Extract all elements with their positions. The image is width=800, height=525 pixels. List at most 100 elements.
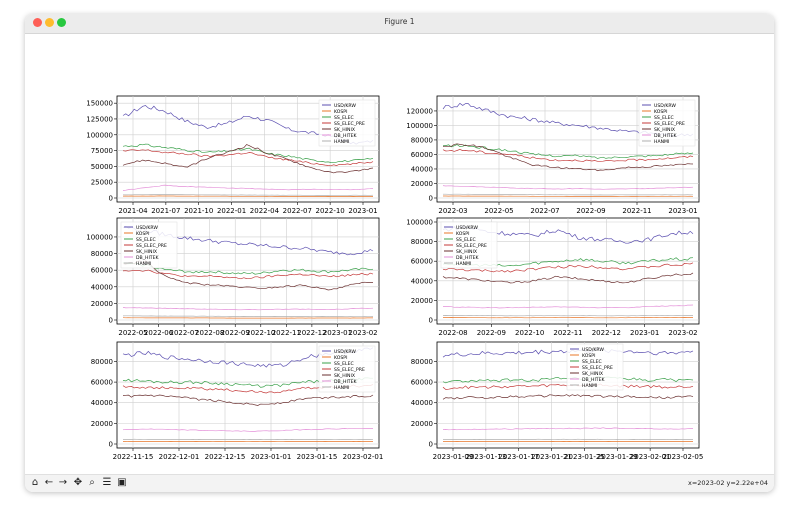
cursor-coordinates: x=2023-02 y=2.22e+04 (688, 479, 768, 487)
series-line-db-hitek (442, 304, 694, 309)
x-tick-label: 2022-09 (221, 329, 250, 337)
x-tick-label: 2022-10 (316, 207, 345, 215)
series-line-db-hitek (442, 185, 694, 190)
minimize-window-button[interactable] (45, 18, 54, 27)
legend-label: USD/KRW (334, 103, 356, 109)
arrow-right-icon: → (58, 477, 68, 488)
series-line-sk-hinix (442, 394, 694, 400)
series-line-ss-elec-pre (442, 149, 694, 162)
legend-label: HANMI (456, 261, 471, 267)
y-tick-label: 25000 (91, 179, 113, 187)
legend-label: SS_ELEC_PRE (654, 121, 685, 127)
x-tick-label: 2023-02-01 (630, 453, 671, 461)
series-line-db-hitek (122, 427, 373, 432)
series-line-sk-hinix (442, 272, 694, 284)
y-tick-label: 60000 (91, 379, 113, 387)
y-tick-label: 60000 (411, 379, 433, 387)
legend-label: DB_HITEK (136, 255, 160, 261)
move-icon: ✥ (73, 477, 83, 488)
y-tick-label: 40000 (91, 283, 113, 291)
x-tick-label: 2022-09 (576, 207, 605, 215)
x-tick-label: 2023-01-25 (564, 453, 605, 461)
series-line-ss-elec (122, 143, 374, 164)
y-tick-label: 20000 (411, 420, 433, 428)
x-tick-label: 2023-01-15 (297, 453, 338, 461)
x-tick-label: 2022-04 (250, 207, 280, 215)
y-tick-label: 100000 (86, 233, 113, 241)
navigation-toolbar: ⌂ ← → ✥ ⌕ ☰ ▣ x=2023-02 y=2.22e+04 (25, 474, 774, 492)
y-tick-label: 20000 (91, 420, 113, 428)
x-tick-label: 2021-10 (184, 207, 213, 215)
legend-label: SS_ELEC (654, 115, 674, 121)
legend-label: SK_HINIX (582, 371, 603, 377)
series-line-hanmi (442, 315, 694, 317)
legend-label: HANMI (136, 261, 151, 267)
legend-label: SS_ELEC (136, 237, 156, 243)
forward-button[interactable]: → (57, 477, 69, 489)
series-line-hanmi (122, 194, 374, 196)
y-tick-label: 0 (429, 441, 433, 449)
configure-button[interactable]: ☰ (101, 477, 113, 489)
legend-label: SK_HINIX (334, 373, 355, 379)
y-tick-label: 50000 (91, 163, 113, 171)
series-line-ss-elec-pre (122, 269, 374, 280)
magnifier-icon: ⌕ (89, 477, 95, 488)
y-tick-label: 40000 (411, 277, 433, 285)
series-line-ss-elec-pre (122, 149, 374, 167)
legend-label: USD/KRW (654, 103, 676, 109)
x-tick-label: 2022-08 (438, 329, 467, 337)
y-tick-label: 20000 (411, 297, 433, 305)
legend-label: HANMI (654, 139, 669, 145)
x-tick-label: 2022-11-15 (113, 453, 154, 461)
y-tick-label: 100000 (406, 122, 433, 130)
close-window-button[interactable] (33, 18, 42, 27)
legend-label: USD/KRW (456, 225, 478, 231)
x-tick-label: 2022-12-15 (205, 453, 246, 461)
legend-label: KOSPI (456, 231, 469, 237)
x-tick-label: 2022-12-01 (159, 453, 200, 461)
legend-label: DB_HITEK (334, 379, 358, 385)
x-tick-label: 2023-02 (348, 329, 377, 337)
y-tick-label: 80000 (411, 238, 433, 246)
arrow-left-icon: ← (44, 477, 54, 488)
x-tick-label: 2022-12 (592, 329, 621, 337)
x-tick-label: 2021-07 (151, 207, 180, 215)
legend-label: SS_ELEC_PRE (582, 365, 613, 371)
x-tick-label: 2023-02-01 (343, 453, 384, 461)
zoom-button[interactable]: ⌕ (86, 477, 98, 489)
y-tick-label: 0 (109, 317, 113, 325)
home-button[interactable]: ⌂ (29, 477, 41, 489)
legend-label: SK_HINIX (456, 249, 477, 255)
x-tick-label: 2023-02-05 (663, 453, 704, 461)
back-button[interactable]: ← (43, 477, 55, 489)
x-tick-label: 2023-01-13 (466, 453, 507, 461)
window-title: Figure 1 (384, 17, 415, 26)
x-tick-label: 2023-01-01 (251, 453, 292, 461)
y-tick-label: 0 (429, 195, 433, 203)
legend-label: KOSPI (334, 355, 347, 361)
y-tick-label: 0 (109, 441, 113, 449)
y-tick-label: 80000 (411, 136, 433, 144)
pan-button[interactable]: ✥ (72, 477, 84, 489)
x-tick-label: 2022-05 (118, 329, 147, 337)
figure-canvas: 0 25000 50000 75000 100000 125000 150000 2021-0… (25, 34, 774, 474)
y-tick-label: 125000 (86, 115, 113, 123)
legend-label: SS_ELEC_PRE (456, 243, 487, 249)
x-tick-label: 2023-01 (323, 329, 352, 337)
x-tick-label: 2022-07 (169, 329, 198, 337)
legend-label: USD/KRW (582, 347, 604, 353)
x-tick-label: 2022-06 (144, 329, 174, 337)
x-tick-label: 2022-09 (477, 329, 506, 337)
save-button[interactable]: ▣ (116, 477, 128, 489)
x-tick-label: 2022-01 (217, 207, 246, 215)
legend-label: SS_ELEC_PRE (334, 367, 365, 373)
legend-label: KOSPI (654, 109, 667, 115)
y-tick-label: 20000 (411, 180, 433, 188)
y-tick-label: 40000 (411, 165, 433, 173)
x-tick-label: 2023-01 (630, 329, 659, 337)
x-tick-label: 2023-01 (668, 207, 697, 215)
y-tick-label: 60000 (91, 267, 113, 275)
maximize-window-button[interactable] (57, 18, 66, 27)
series-line-kospi (123, 195, 373, 197)
x-tick-label: 2022-10 (515, 329, 544, 337)
